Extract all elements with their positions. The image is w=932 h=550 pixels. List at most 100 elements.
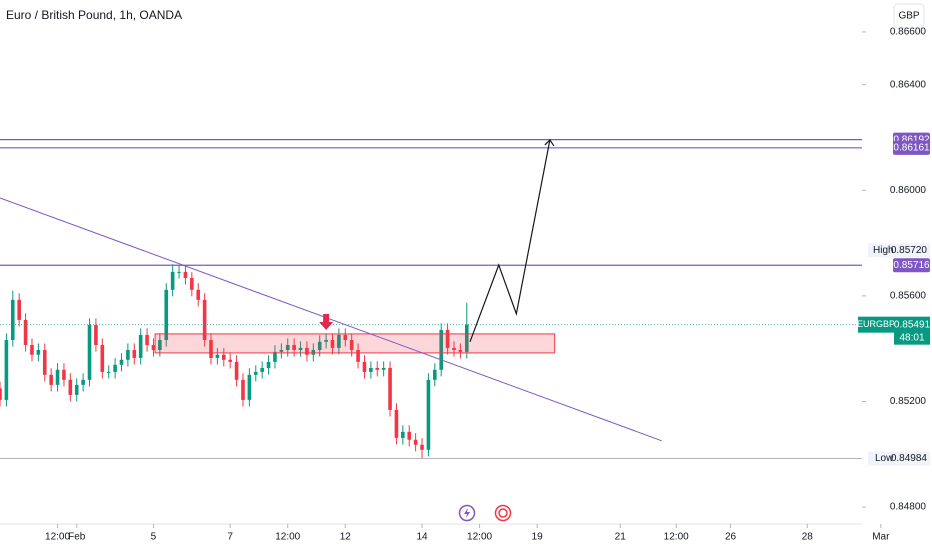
candle-body [215, 354, 220, 358]
candle-body [311, 350, 316, 355]
high-name: High [873, 245, 894, 256]
candle-body [343, 334, 348, 340]
candle-body [183, 271, 188, 278]
candle-body [279, 350, 284, 352]
candle-body [317, 341, 322, 351]
price-label: 0.86192 [893, 134, 930, 145]
price-label: 0.85491 [894, 319, 931, 330]
candle-body [170, 271, 175, 290]
candle-body [177, 271, 181, 273]
candle-body [458, 350, 463, 352]
candle-body [113, 364, 117, 372]
candle-body [81, 379, 85, 385]
low-name: Low [875, 453, 894, 464]
x-tick-label: 12:00 [275, 532, 300, 543]
price-label: 0.86161 [893, 142, 930, 153]
x-tick-label: 14 [416, 532, 428, 543]
symbol-label: EURGBP [857, 319, 895, 329]
candle-body [349, 339, 354, 351]
candle-body [119, 359, 124, 365]
trendline [0, 197, 662, 442]
x-tick-label: 12:00 [467, 532, 492, 543]
candle-body [222, 354, 226, 360]
candle-body [330, 339, 335, 348]
candle-body [74, 384, 79, 395]
x-tick-label: 12:00 [664, 532, 689, 543]
candle-body [356, 350, 360, 362]
x-tick-label: 5 [151, 532, 157, 543]
down-arrow [319, 313, 334, 330]
y-tick-label: 0.84800 [890, 502, 927, 513]
high-label-box [868, 243, 930, 258]
candle-body [433, 369, 437, 380]
candle-body [196, 289, 201, 300]
y-tick-label: 0.86600 [890, 27, 927, 38]
candle-body [413, 439, 418, 445]
candle-body [10, 299, 15, 340]
candle-body [420, 444, 424, 450]
candle-body [362, 361, 367, 372]
price-label: 0.85716 [893, 260, 930, 271]
candle-body [241, 379, 245, 400]
candle-body [68, 379, 73, 395]
x-tick-label: 28 [802, 532, 814, 543]
candle-body [445, 329, 450, 348]
candle-body [158, 339, 162, 351]
candle-body [164, 289, 169, 340]
price-label-box [893, 258, 930, 273]
countdown-label: 48:01 [899, 332, 924, 343]
candle-body [305, 347, 309, 355]
candle-body [94, 324, 98, 345]
candle-body [394, 409, 399, 438]
candle-body [388, 367, 392, 410]
candle-body [126, 350, 130, 360]
candle-body [234, 361, 239, 380]
chart-title: Euro / British Pound, 1h, OANDA [6, 8, 182, 22]
candle-body [209, 339, 213, 358]
candle-body [452, 347, 456, 351]
currency-button[interactable] [893, 3, 925, 29]
y-tick-label: 0.86000 [890, 185, 927, 196]
y-tick-label: 0.85200 [890, 396, 927, 407]
x-tick-label: 21 [615, 532, 627, 543]
event-icon-glyph [464, 508, 470, 518]
candle-body [42, 350, 47, 375]
candle-body [36, 350, 41, 355]
x-tick-label: 12 [340, 532, 352, 543]
projection-path [469, 139, 551, 343]
y-tick-label: 0.86400 [890, 79, 927, 90]
currency-label: GBP [898, 11, 919, 22]
candle-body [228, 359, 232, 362]
candle-body [292, 344, 296, 351]
candle-body [4, 339, 9, 400]
candle-body [138, 334, 143, 358]
supply-zone [154, 333, 556, 354]
candle-body [285, 344, 290, 351]
high-value: 0.85720 [891, 245, 928, 256]
candle-body [426, 379, 431, 450]
low-value: 0.84984 [891, 453, 928, 464]
x-tick-label: 19 [532, 532, 544, 543]
x-tick-label: 26 [725, 532, 737, 543]
candle-body [202, 299, 207, 340]
candle-body [464, 324, 469, 352]
candle-body [145, 334, 149, 345]
price-label-box [894, 316, 930, 345]
symbol-label-box [858, 316, 894, 333]
candle-body [49, 374, 53, 385]
low-label-box [868, 451, 930, 466]
candle-body [23, 319, 28, 345]
event-icon[interactable] [494, 504, 512, 522]
candle-body [381, 367, 386, 370]
candle-body [151, 344, 156, 351]
candle-body [337, 334, 341, 348]
candle-body [190, 277, 194, 290]
candle-body [0, 388, 2, 400]
candle-body [30, 344, 34, 355]
candle-body [106, 371, 111, 373]
candle-body [253, 371, 258, 375]
candle-body [260, 367, 264, 372]
candle-body [273, 351, 277, 362]
